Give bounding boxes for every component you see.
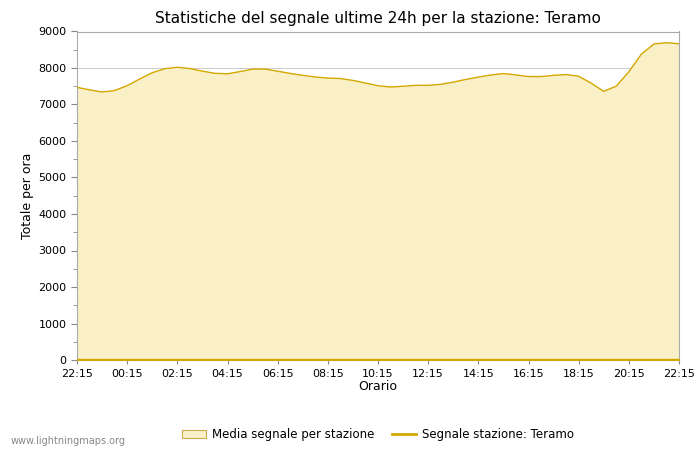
Title: Statistiche del segnale ultime 24h per la stazione: Teramo: Statistiche del segnale ultime 24h per l… <box>155 11 601 26</box>
X-axis label: Orario: Orario <box>358 380 398 393</box>
Legend: Media segnale per stazione, Segnale stazione: Teramo: Media segnale per stazione, Segnale staz… <box>178 423 578 446</box>
Y-axis label: Totale per ora: Totale per ora <box>21 153 34 239</box>
Text: www.lightningmaps.org: www.lightningmaps.org <box>10 436 125 446</box>
